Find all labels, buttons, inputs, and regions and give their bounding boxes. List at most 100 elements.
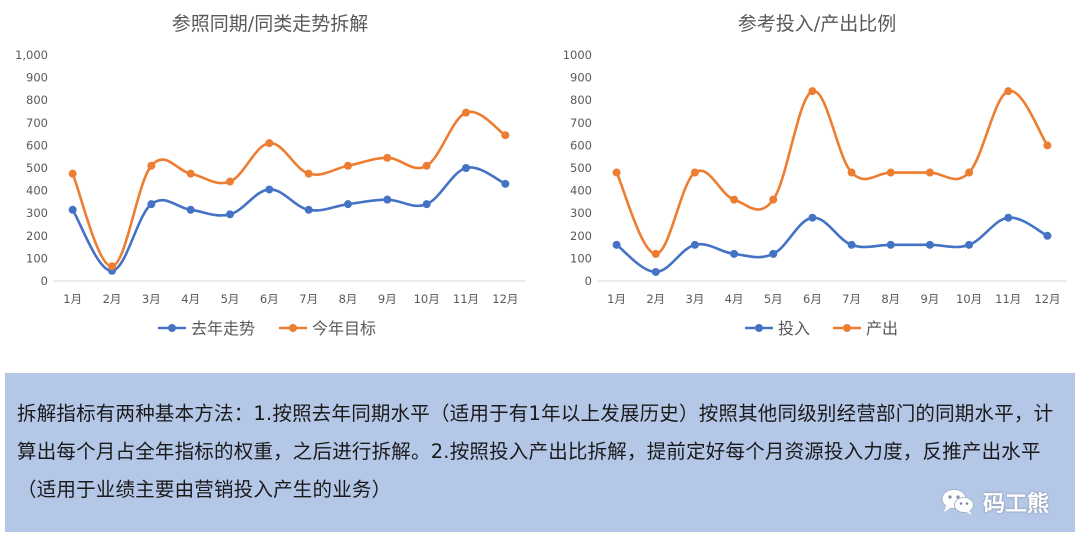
chart-2-ytick-label: 700 bbox=[570, 116, 592, 130]
chart-2-series-line-1 bbox=[615, 216, 1049, 274]
chart-2-series-2-point bbox=[612, 168, 621, 177]
chart-2-series-2-point bbox=[690, 168, 699, 177]
chart-1-series-1-point bbox=[383, 195, 392, 204]
chart-2-xtick-label: 1月 bbox=[607, 292, 626, 306]
chart-1-series-1-point bbox=[422, 200, 431, 209]
chart-2-series-1-point bbox=[886, 240, 895, 249]
chart-1-series-1-point bbox=[344, 200, 352, 209]
chart-2-series-2-point bbox=[847, 168, 856, 177]
chart-2-series-1-point bbox=[965, 240, 974, 249]
chart-1-ytick-label: 800 bbox=[26, 93, 48, 107]
chart-1-series-2-point bbox=[147, 161, 156, 170]
chart-1-xtick-label: 10月 bbox=[414, 292, 440, 306]
method-note-text: 拆解指标有两种基本方法：1.按照去年同期水平（适用于有1年以上发展历史）按照其他… bbox=[17, 402, 1054, 501]
chart-2-series-2-point bbox=[1004, 87, 1013, 96]
chart-1-legend-label-1: 去年走势 bbox=[191, 319, 255, 338]
chart-1-legend-label-2: 今年目标 bbox=[312, 319, 376, 338]
chart-2-series-1-point bbox=[925, 240, 934, 249]
chart-1-series-2-point bbox=[344, 161, 352, 170]
chart-1-series-1-point bbox=[186, 205, 195, 214]
chart-2-series-2-point bbox=[886, 168, 895, 177]
chart-2-series-2-point bbox=[769, 195, 778, 204]
chart-2-series-line-2 bbox=[615, 89, 1049, 256]
chart-2-xtick-label: 7月 bbox=[842, 292, 861, 306]
chart-2-ytick-label: 1000 bbox=[563, 48, 592, 62]
chart-2-series-1-point bbox=[612, 240, 621, 249]
chart-1-series-2-point bbox=[422, 161, 431, 170]
chart-1-xtick-label: 11月 bbox=[453, 292, 479, 306]
chart-2-title: 参考投入/产出比例 bbox=[738, 13, 896, 35]
chart-2-series-2-point bbox=[925, 168, 934, 177]
wechat-icon bbox=[941, 489, 974, 515]
chart-2-ytick-label: 300 bbox=[570, 206, 592, 220]
chart-2-ytick-label: 800 bbox=[570, 93, 592, 107]
chart-2-series-1-point bbox=[847, 240, 856, 249]
chart-1-series-2-point bbox=[501, 131, 510, 140]
chart-2-xtick-label: 9月 bbox=[921, 292, 940, 306]
chart-1-series-1-point bbox=[265, 185, 274, 194]
chart-1-xtick-label: 8月 bbox=[339, 292, 358, 306]
chart-1-xtick-label: 1月 bbox=[63, 292, 82, 306]
chart-1-legend-marker-2 bbox=[289, 324, 297, 332]
chart-2-legend-marker-1 bbox=[755, 324, 763, 332]
chart-1-ytick-label: 700 bbox=[26, 116, 48, 130]
chart-1-series-2-point bbox=[226, 177, 234, 186]
chart-1-series-line-1 bbox=[71, 166, 506, 273]
chart-1-xtick-label: 7月 bbox=[299, 292, 318, 306]
chart-1-ytick-label: 0 bbox=[41, 274, 48, 288]
chart-2-ytick-label: 400 bbox=[570, 184, 592, 198]
watermark: 码工熊 bbox=[941, 486, 1049, 518]
chart-same-period-svg: 参照同期/同类走势拆解 0 100 200 300 400 500 600 700 800 900 1… bbox=[15, 13, 525, 338]
chart-same-period: 参照同期/同类走势拆解 0 100 200 300 400 500 600 700 800 900 1… bbox=[0, 0, 540, 364]
chart-2-series-1-point bbox=[808, 213, 817, 222]
chart-2-xtick-label: 8月 bbox=[881, 292, 900, 306]
chart-2-series-1-point bbox=[651, 267, 660, 276]
chart-1-series-1-point bbox=[304, 205, 313, 214]
chart-1-series-2-point bbox=[108, 262, 116, 271]
chart-1-xtick-label: 2月 bbox=[103, 292, 122, 306]
chart-1-ytick-label: 600 bbox=[26, 138, 48, 152]
chart-2-xtick-label: 4月 bbox=[725, 292, 744, 306]
chart-2-xtick-label: 10月 bbox=[956, 292, 982, 306]
chart-2-series-1-point bbox=[730, 249, 739, 258]
chart-1-xtick-label: 4月 bbox=[181, 292, 200, 306]
chart-1-xtick-label: 12月 bbox=[492, 292, 518, 306]
chart-2-ytick-label: 100 bbox=[570, 251, 592, 265]
chart-1-series-2-point bbox=[304, 169, 313, 178]
chart-2-series-2-point bbox=[651, 249, 660, 258]
chart-1-xtick-label: 5月 bbox=[221, 292, 240, 306]
chart-1-series-2-point bbox=[383, 153, 392, 162]
watermark-label: 码工熊 bbox=[982, 492, 1049, 517]
chart-1-series-1-point bbox=[501, 179, 510, 188]
chart-1-series-2-point bbox=[265, 139, 274, 148]
chart-2-xtick-label: 6月 bbox=[803, 292, 822, 306]
chart-1-ytick-label: 500 bbox=[26, 161, 48, 175]
chart-2-legend-label-2: 产出 bbox=[866, 319, 898, 338]
chart-2-ytick-label: 0 bbox=[585, 274, 592, 288]
chart-2-ytick-label: 200 bbox=[570, 229, 592, 243]
chart-1-series-1-point bbox=[68, 205, 77, 214]
chart-1-legend-marker-1 bbox=[168, 324, 176, 332]
chart-2-series-1-point bbox=[1004, 213, 1013, 222]
chart-2-series-2-point bbox=[1043, 141, 1052, 150]
chart-1-series-1-point bbox=[462, 164, 470, 172]
chart-2-series-2-point bbox=[730, 195, 739, 204]
method-note: 拆解指标有两种基本方法：1.按照去年同期水平（适用于有1年以上发展历史）按照其他… bbox=[5, 373, 1075, 532]
chart-2-series-1-point bbox=[1043, 231, 1052, 240]
chart-2-legend-label-1: 投入 bbox=[778, 319, 810, 338]
chart-2-series-1-point bbox=[690, 240, 699, 249]
chart-2-xtick-label: 3月 bbox=[686, 292, 705, 306]
chart-1-series-line-2 bbox=[71, 110, 507, 268]
chart-1-ytick-label: 300 bbox=[26, 206, 48, 220]
chart-1-xtick-label: 3月 bbox=[142, 292, 161, 306]
chart-2-ytick-label: 900 bbox=[570, 71, 592, 85]
chart-2-ytick-label: 500 bbox=[570, 161, 592, 175]
chart-input-output-svg: 参考投入/产出比例 0 100 200 300 400 500 600 700 800 900 100… bbox=[563, 13, 1067, 338]
chart-2-ytick-label: 600 bbox=[570, 138, 592, 152]
chart-1-series-1-point bbox=[147, 200, 156, 209]
chart-1-title: 参照同期/同类走势拆解 bbox=[172, 13, 368, 35]
chart-1-ytick-label: 100 bbox=[26, 251, 48, 265]
chart-2-xtick-label: 2月 bbox=[646, 292, 665, 306]
chart-1-xtick-label: 6月 bbox=[260, 292, 279, 306]
chart-1-ytick-label: 900 bbox=[26, 71, 48, 85]
